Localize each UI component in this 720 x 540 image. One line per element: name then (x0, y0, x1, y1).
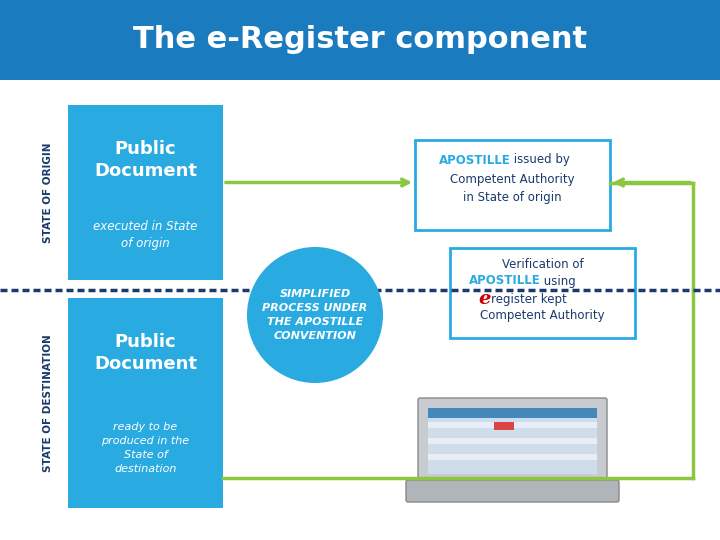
Text: Public
Document: Public Document (94, 333, 197, 373)
FancyBboxPatch shape (0, 0, 720, 80)
Circle shape (247, 247, 383, 383)
Text: Public
Document: Public Document (94, 140, 197, 180)
Text: SIMPLIFIED
PROCESS UNDER
THE APOSTILLE
CONVENTION: SIMPLIFIED PROCESS UNDER THE APOSTILLE C… (262, 289, 368, 341)
Text: APOSTILLE: APOSTILLE (438, 153, 510, 166)
Text: using: using (541, 274, 576, 287)
FancyBboxPatch shape (428, 408, 597, 418)
FancyBboxPatch shape (406, 480, 619, 502)
FancyBboxPatch shape (0, 80, 720, 540)
Text: in State of origin: in State of origin (463, 192, 562, 205)
FancyBboxPatch shape (68, 298, 223, 508)
FancyBboxPatch shape (428, 438, 597, 444)
FancyBboxPatch shape (450, 248, 635, 338)
FancyBboxPatch shape (428, 408, 597, 474)
FancyBboxPatch shape (428, 446, 597, 452)
Text: Verification of: Verification of (502, 258, 583, 271)
FancyBboxPatch shape (428, 462, 597, 468)
Text: ready to be
produced in the
State of
destination: ready to be produced in the State of des… (102, 422, 189, 474)
FancyBboxPatch shape (428, 430, 597, 436)
FancyBboxPatch shape (428, 422, 597, 428)
Text: register kept: register kept (491, 293, 567, 306)
Text: STATE OF ORIGIN: STATE OF ORIGIN (43, 142, 53, 243)
Text: The e-Register component: The e-Register component (133, 25, 587, 55)
Text: STATE OF DESTINATION: STATE OF DESTINATION (43, 334, 53, 472)
FancyBboxPatch shape (494, 422, 514, 430)
Text: Competent Authority: Competent Authority (480, 309, 605, 322)
FancyBboxPatch shape (418, 398, 607, 484)
Text: issued by: issued by (510, 153, 570, 166)
Text: executed in State
of origin: executed in State of origin (94, 219, 198, 251)
Text: Competent Authority: Competent Authority (450, 173, 575, 186)
FancyBboxPatch shape (428, 454, 597, 460)
FancyBboxPatch shape (415, 140, 610, 230)
Text: e: e (478, 290, 490, 308)
Text: APOSTILLE: APOSTILLE (469, 274, 541, 287)
FancyBboxPatch shape (68, 105, 223, 280)
